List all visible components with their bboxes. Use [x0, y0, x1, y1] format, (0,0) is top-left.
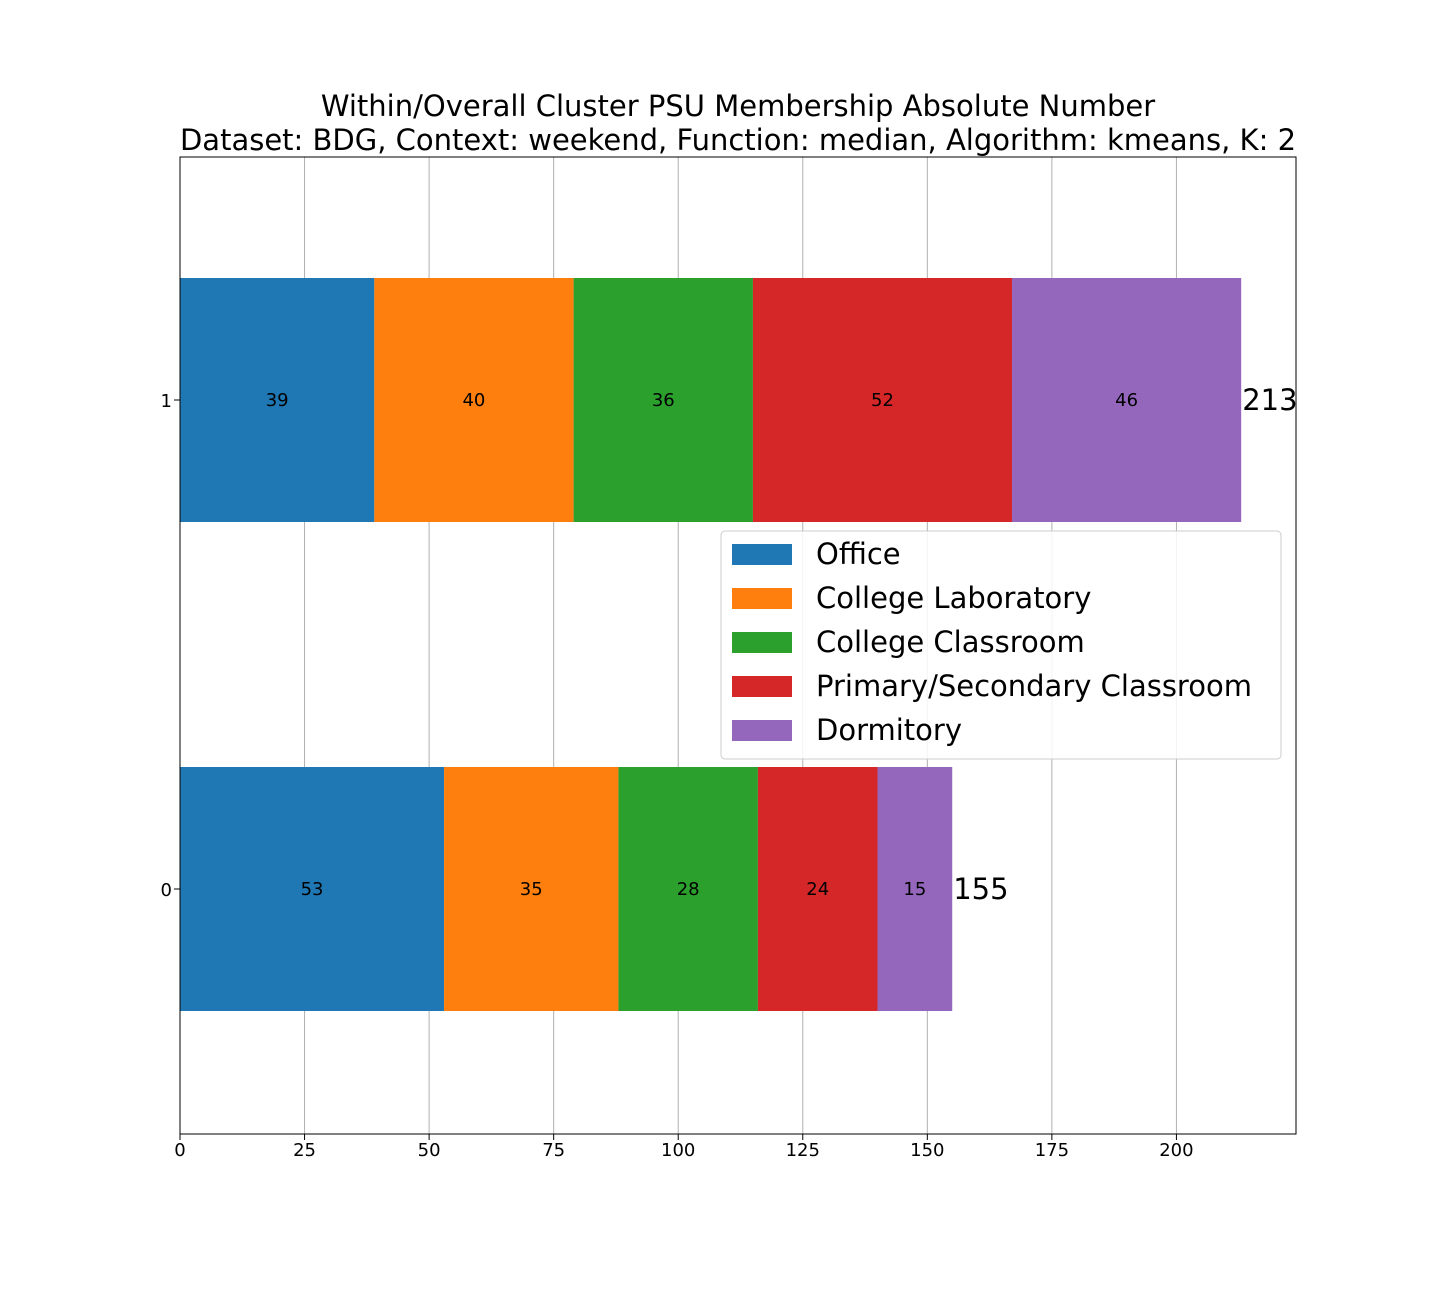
total-labels-group: 155 213: [953, 383, 1297, 906]
bar-1-series-1: [374, 278, 574, 522]
bar-0-series-0: [180, 767, 445, 1011]
plot-frame: [179, 156, 1297, 1135]
bar-label-1-series-1: 40: [462, 390, 485, 411]
bar-label-1-series-0: 39: [266, 390, 289, 411]
legend-swatch-0: [732, 544, 792, 565]
bar-label-0-series-0: 53: [301, 879, 324, 900]
legend-label-1: College Laboratory: [816, 581, 1091, 615]
bar-label-1-series-4: 46: [1115, 390, 1138, 411]
x-tick-label-100: 100: [661, 1140, 695, 1161]
legend-label-3: Primary/Secondary Classroom: [816, 669, 1252, 703]
x-tick-label-0: 0: [174, 1140, 185, 1161]
bar-label-0-series-2: 28: [677, 879, 700, 900]
bar-label-1-series-3: 52: [871, 390, 894, 411]
y-tick-label-0: 0: [161, 880, 172, 901]
bar-1-series-4: [1012, 278, 1242, 522]
bar-0-series-2: [618, 767, 758, 1011]
legend-label-0: Office: [816, 537, 901, 571]
legend: Office College Laboratory College Classroo…: [720, 530, 1282, 760]
x-tick-label-75: 75: [542, 1140, 565, 1161]
bar-0-series-1: [444, 767, 619, 1011]
bar-1-series-2: [573, 278, 753, 522]
bar-1-series-3: [752, 278, 1013, 522]
legend-swatch-1: [732, 588, 792, 609]
bar-label-1-series-2: 36: [652, 390, 675, 411]
bar-1-series-0: [180, 278, 375, 522]
x-tick-label-125: 125: [786, 1140, 820, 1161]
total-label-1: 213: [1242, 383, 1297, 417]
x-tick-label-25: 25: [293, 1140, 316, 1161]
bars-group: [180, 278, 1242, 1011]
y-tick-label-1: 1: [161, 391, 172, 412]
bar-label-0-series-1: 35: [520, 879, 543, 900]
x-axis: 0 25 50 75 100 125 150 175 200: [174, 1134, 1194, 1161]
legend-swatch-2: [732, 632, 792, 653]
legend-label-2: College Classroom: [816, 625, 1085, 659]
x-tick-label-50: 50: [418, 1140, 441, 1161]
bar-label-0-series-4: 15: [903, 879, 926, 900]
legend-swatch-4: [732, 720, 792, 741]
legend-box: [720, 530, 1282, 760]
y-axis: 01: [161, 391, 180, 901]
bar-0-series-4: [877, 767, 953, 1011]
bar-0-series-3: [757, 767, 878, 1011]
x-tick-label-175: 175: [1035, 1140, 1069, 1161]
total-label-0: 155: [953, 872, 1008, 906]
chart-title: Within/Overall Cluster PSU Membership Ab…: [321, 89, 1155, 123]
segment-labels-group: 53 35 28 24 15 39 40 36 52 46: [266, 390, 1138, 900]
legend-swatch-3: [732, 676, 792, 697]
x-tick-label-200: 200: [1159, 1140, 1193, 1161]
legend-label-4: Dormitory: [816, 713, 962, 747]
bar-label-0-series-3: 24: [806, 879, 829, 900]
chart-subtitle: Dataset: BDG, Context: weekend, Function…: [180, 123, 1296, 157]
x-tick-label-150: 150: [910, 1140, 944, 1161]
